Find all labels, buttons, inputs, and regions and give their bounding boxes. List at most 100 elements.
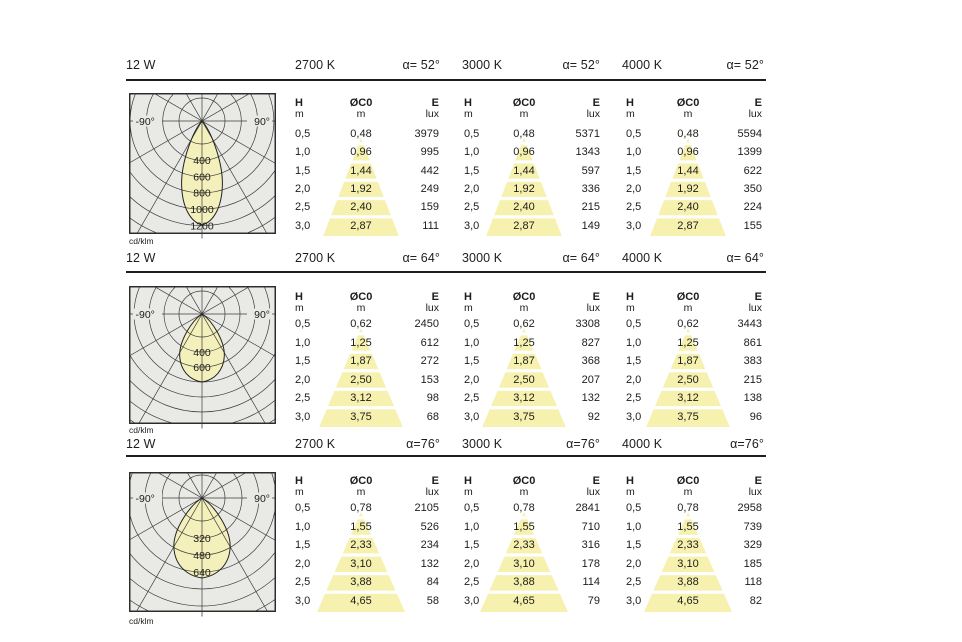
cell-height: 1,5 [626, 539, 642, 552]
cct-label-2700k: 2700 K [295, 251, 336, 265]
col-header-h: H [464, 475, 472, 487]
cell-illuminance: 58 [426, 595, 439, 607]
col-header-diameter-unit: m [519, 302, 529, 314]
cell-illuminance: 383 [743, 355, 762, 367]
cell-diameter: 1,25 [513, 336, 535, 349]
cell-illuminance: 153 [420, 373, 439, 386]
cell-illuminance: 98 [426, 392, 439, 404]
cell-diameter: 1,44 [513, 164, 535, 177]
cell-illuminance: 118 [744, 576, 762, 589]
beam-angle-label: α= 52° [726, 58, 764, 72]
col-header-diameter-unit: m [356, 302, 366, 314]
cell-height: 1,0 [626, 336, 642, 349]
cell-height: 1,5 [626, 164, 642, 177]
ring-value-label: 600 [193, 362, 211, 374]
beam-cone [482, 327, 566, 427]
cell-diameter: 3,88 [513, 576, 535, 589]
ring-value-label: 800 [193, 188, 211, 200]
cell-height: 1,5 [464, 164, 480, 177]
cell-illuminance: 612 [420, 336, 439, 349]
header-rule [126, 271, 766, 273]
cell-height: 1,0 [626, 146, 642, 159]
cell-height: 0,5 [626, 502, 642, 514]
cell-diameter: 2,50 [513, 373, 535, 386]
cell-illuminance: 82 [749, 595, 762, 607]
cell-diameter: 1,55 [513, 520, 535, 533]
diagram-units-caption: cd/klm [129, 236, 154, 246]
cell-height: 2,5 [626, 576, 642, 589]
col-header-h-unit: m [295, 302, 304, 314]
cell-illuminance: 234 [420, 539, 439, 552]
cell-illuminance: 249 [420, 182, 439, 195]
cell-height: 3,0 [626, 219, 642, 232]
angle-label-left: -90° [136, 493, 155, 505]
cell-height: 1,5 [295, 164, 311, 177]
cell-height: 0,5 [626, 318, 642, 330]
col-header-e: E [431, 291, 439, 303]
cell-height: 2,0 [626, 373, 642, 386]
col-header-h-unit: m [626, 486, 635, 498]
col-header-h: H [626, 475, 634, 487]
cell-diameter: 3,10 [677, 557, 699, 570]
cell-illuminance: 622 [743, 164, 762, 177]
cell-illuminance: 224 [743, 201, 762, 214]
cell-diameter: 0,96 [350, 146, 372, 159]
angle-label-right: 90° [254, 309, 270, 321]
cell-height: 3,0 [295, 410, 311, 423]
cell-illuminance: 316 [581, 539, 600, 552]
cct-label-4000k: 4000 K [622, 58, 663, 72]
cell-illuminance: 526 [420, 520, 439, 533]
beam-cone [644, 511, 732, 612]
cell-diameter: 3,75 [513, 410, 535, 423]
beam-angle-label: α= 64° [562, 251, 600, 265]
cell-height: 2,0 [295, 373, 311, 386]
cell-illuminance: 597 [581, 164, 600, 177]
cell-illuminance: 739 [743, 520, 762, 533]
cell-height: 1,5 [464, 539, 480, 552]
cell-diameter: 3,88 [350, 576, 372, 589]
cct-label-3000k: 3000 K [462, 251, 503, 265]
polar-chart: -90° 90° 400 600 800 1000 1200 [129, 93, 276, 239]
col-header-h: H [464, 291, 472, 303]
cell-height: 2,5 [295, 201, 311, 214]
polar-chart: -90° 90° 320 480 640 [129, 472, 276, 617]
col-header-e-unit: lux [425, 486, 439, 498]
col-header-h-unit: m [295, 486, 304, 498]
col-header-h-unit: m [464, 302, 473, 314]
ring-value-label: 480 [193, 550, 211, 562]
cell-diameter: 2,87 [677, 219, 699, 232]
col-header-h-unit: m [464, 486, 473, 498]
col-header-e: E [431, 97, 439, 109]
cell-height: 1,5 [464, 355, 480, 367]
cell-diameter: 3,75 [677, 410, 699, 423]
angle-label-left: -90° [136, 116, 155, 128]
cell-diameter: 1,92 [513, 182, 535, 195]
cell-height: 3,0 [626, 595, 642, 607]
cell-diameter: 2,40 [350, 201, 372, 214]
col-header-h: H [295, 97, 303, 109]
beam-angle-label: α= 64° [402, 251, 440, 265]
ring-value-label: 600 [193, 171, 211, 183]
cell-diameter: 3,75 [350, 410, 372, 423]
beam-angle-label: α=76° [406, 437, 440, 451]
cell-diameter: 1,55 [350, 520, 372, 533]
cell-diameter: 3,10 [513, 557, 535, 570]
ring-value-label: 320 [193, 533, 211, 545]
beam-cone [486, 137, 562, 236]
cell-diameter: 4,65 [677, 595, 699, 607]
cell-height: 1,0 [464, 146, 480, 159]
col-header-e: E [431, 475, 439, 487]
cell-height: 2,5 [295, 576, 311, 589]
col-header-diameter-unit: m [519, 486, 529, 498]
cell-height: 3,0 [464, 595, 480, 607]
cell-height: 1,0 [464, 336, 480, 349]
angle-label-right: 90° [254, 116, 270, 128]
cell-diameter: 1,92 [350, 182, 372, 195]
cell-height: 2,0 [295, 557, 311, 570]
cell-illuminance: 350 [743, 182, 762, 195]
cell-illuminance: 3979 [414, 128, 439, 140]
cell-height: 0,5 [626, 128, 642, 140]
cell-height: 1,5 [295, 539, 311, 552]
